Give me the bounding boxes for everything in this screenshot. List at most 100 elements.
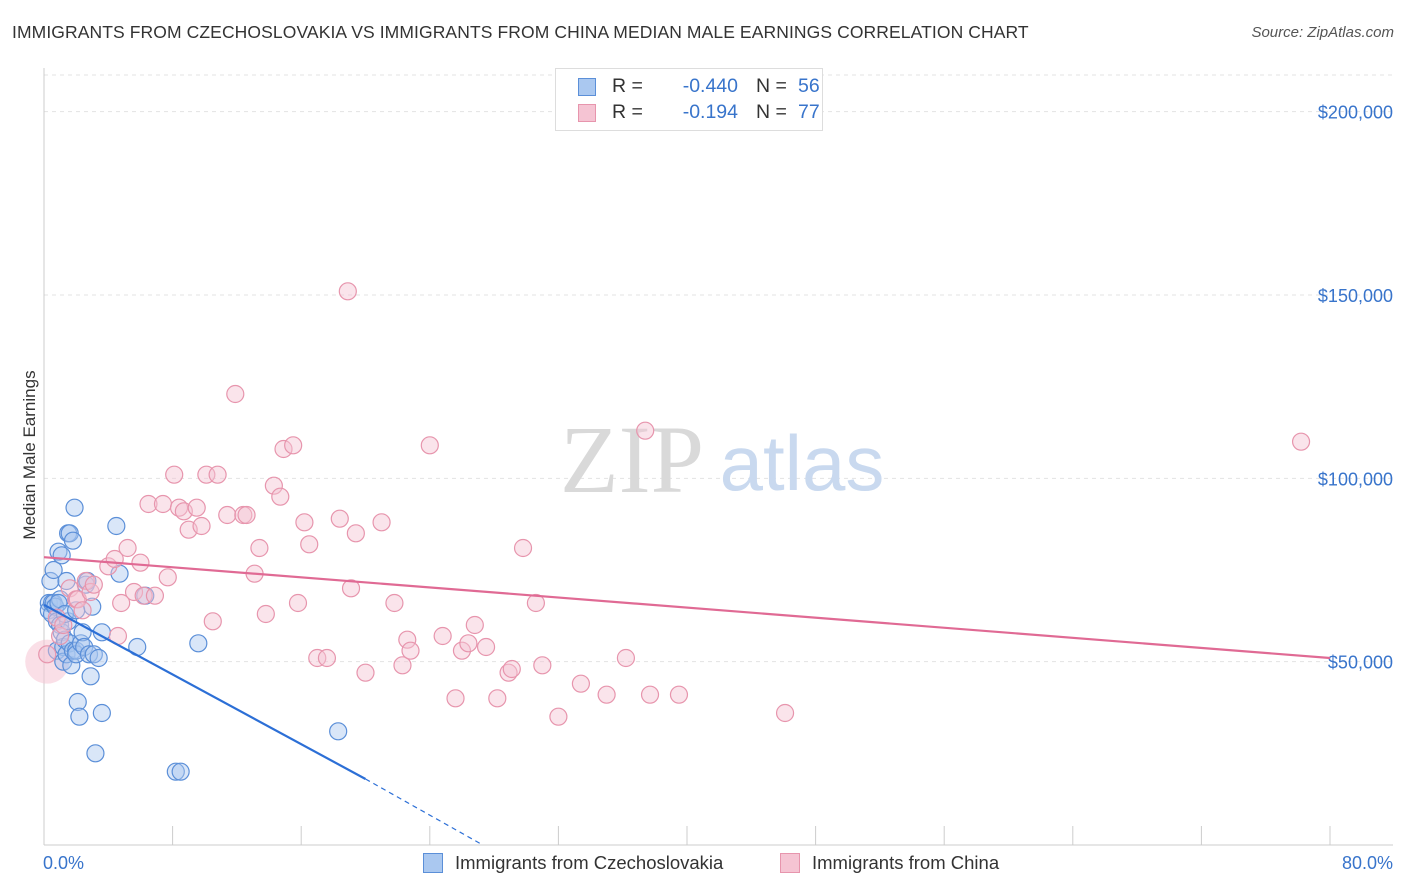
china-point: [465, 615, 484, 635]
czechoslovakia-point: [107, 516, 126, 536]
legend-n-label: N =: [756, 101, 787, 123]
china-point: [218, 505, 237, 525]
czechoslovakia-point: [65, 498, 84, 517]
china-point: [187, 498, 206, 517]
czechoslovakia-point: [79, 645, 99, 664]
czechoslovakia-point: [171, 762, 190, 781]
china-point: [300, 535, 319, 554]
y-axis-label: Median Male Earnings: [20, 370, 39, 539]
china-point: [153, 494, 173, 514]
china-point: [393, 656, 412, 675]
china-point: [452, 641, 472, 660]
czechoslovakia-trend-extension: [365, 778, 484, 846]
china-point: [73, 601, 92, 620]
czechoslovakia-point: [86, 744, 105, 763]
czechoslovakia-point: [166, 762, 185, 781]
axes: [43, 68, 1393, 846]
czechoslovakia-point: [41, 571, 60, 591]
china-point: [640, 685, 660, 704]
china-point: [616, 648, 636, 668]
series-swatch-blue: [423, 853, 443, 873]
czechoslovakia-point: [44, 560, 63, 580]
czechoslovakia-point: [81, 667, 100, 686]
china-point: [669, 685, 689, 704]
y-tick-labels: $50,000 $100,000 $150,000 $200,000: [1318, 103, 1393, 673]
legend-r-value: -0.194: [682, 101, 738, 123]
china-point: [208, 465, 227, 484]
series-swatch-pink: [780, 853, 800, 873]
czechoslovakia-point: [329, 722, 348, 741]
china-point: [288, 593, 308, 613]
czechoslovakia-point: [68, 692, 87, 712]
china-point: [145, 586, 165, 605]
china-point: [308, 648, 327, 668]
y-tick-label: $150,000: [1318, 286, 1393, 306]
china-point: [459, 634, 478, 653]
china-point: [284, 436, 303, 455]
czechoslovakia-point: [89, 648, 108, 668]
watermark: ZIP atlas: [560, 406, 884, 513]
legend-swatch-blue: [578, 78, 596, 96]
legend-r-value: -0.440: [682, 75, 738, 97]
czechoslovakia-point: [62, 656, 81, 675]
y-tick-label: $50,000: [1328, 653, 1393, 673]
china-point: [446, 689, 465, 708]
china-point: [264, 476, 283, 495]
china-point: [398, 630, 417, 649]
y-tick-label: $100,000: [1318, 469, 1393, 489]
trend-lines: [43, 556, 1331, 846]
legend-n-label: N =: [756, 75, 787, 97]
series-name: Immigrants from China: [812, 852, 1000, 873]
china-point: [420, 436, 439, 455]
chart-title: IMMIGRANTS FROM CZECHOSLOVAKIA VS IMMIGR…: [12, 22, 1029, 42]
y-tick-label: $200,000: [1318, 103, 1393, 123]
china-point: [346, 524, 365, 543]
china-point: [372, 513, 391, 532]
china-point: [385, 593, 404, 613]
china-point: [131, 553, 150, 572]
stats-legend: R = -0.440 N = 56 R = -0.194 N = 77: [555, 68, 823, 131]
china-point: [237, 505, 256, 525]
czechoslovakia-point: [63, 531, 83, 550]
china-point: [488, 689, 507, 708]
china-point: [433, 626, 452, 646]
china-point: [341, 579, 361, 598]
china-trend-line: [43, 556, 1331, 660]
legend-swatch-pink: [578, 104, 596, 122]
legend-n-value: 56: [798, 75, 820, 97]
czechoslovakia-trend-line: [43, 603, 367, 780]
china-point: [295, 513, 314, 532]
china-point: [50, 626, 70, 646]
czechoslovakia-point: [189, 634, 208, 653]
china-point: [1291, 432, 1311, 451]
china-point: [338, 282, 357, 301]
china-point: [139, 494, 158, 514]
china-point: [502, 659, 521, 679]
data-points: [25, 282, 1311, 781]
czechoslovakia-point: [70, 707, 89, 726]
china-point: [165, 465, 184, 484]
china-point: [124, 582, 144, 602]
x-tick-label-max: 80.0%: [1342, 853, 1393, 873]
china-point: [250, 538, 269, 558]
china-point: [192, 516, 211, 536]
china-point: [317, 648, 337, 668]
china-point: [118, 538, 137, 558]
series-name: Immigrants from Czechoslovakia: [455, 852, 724, 873]
chart-source: Source: ZipAtlas.com: [1251, 24, 1394, 41]
watermark-zip: ZIP: [560, 406, 704, 513]
china-point: [476, 637, 496, 657]
china-point: [203, 612, 222, 631]
watermark-atlas: atlas: [720, 419, 885, 507]
china-point: [271, 487, 290, 506]
china-point: [38, 645, 57, 664]
china-point: [356, 663, 375, 682]
x-tick-label-min: 0.0%: [43, 853, 84, 873]
china-point: [112, 593, 131, 613]
china-point: [158, 568, 177, 587]
legend-n-value: 77: [798, 101, 820, 123]
china-point: [775, 703, 795, 723]
china-point: [256, 604, 275, 624]
china-point: [274, 439, 293, 459]
